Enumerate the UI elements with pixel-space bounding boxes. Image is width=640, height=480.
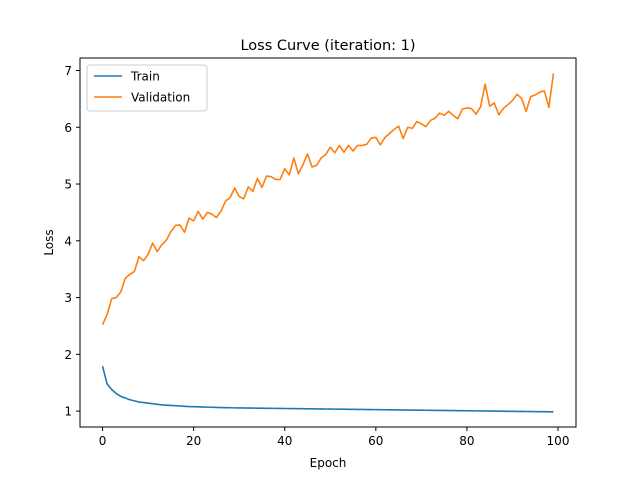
x-tick-label: 20 xyxy=(186,434,201,448)
chart-title: Loss Curve (iteration: 1) xyxy=(240,38,415,54)
y-tick-label: 5 xyxy=(64,178,72,192)
legend-label-train: Train xyxy=(130,70,160,84)
x-axis-label: Epoch xyxy=(310,456,347,470)
legend: Train Validation xyxy=(86,64,208,112)
y-tick-label: 2 xyxy=(64,348,72,362)
plot-frame xyxy=(79,57,577,428)
x-tick-label: 80 xyxy=(459,434,474,448)
plot-lines xyxy=(101,73,555,413)
series-line-validation xyxy=(101,73,555,326)
x-tick-label: 40 xyxy=(277,434,292,448)
y-tick-label: 3 xyxy=(64,291,72,305)
y-axis-ticks: 1 2 3 4 5 6 7 xyxy=(64,64,80,419)
y-tick-label: 6 xyxy=(64,121,72,135)
y-tick-label: 4 xyxy=(64,234,72,248)
x-tick-label: 0 xyxy=(99,434,107,448)
x-tick-label: 100 xyxy=(547,434,570,448)
y-tick-label: 7 xyxy=(64,64,72,78)
series-line-train xyxy=(101,366,554,413)
y-tick-label: 1 xyxy=(64,405,72,419)
x-tick-label: 60 xyxy=(368,434,383,448)
y-axis-label: Loss xyxy=(42,229,56,255)
legend-label-validation: Validation xyxy=(131,91,190,105)
x-axis-ticks: 0 20 40 60 80 100 xyxy=(99,427,570,448)
